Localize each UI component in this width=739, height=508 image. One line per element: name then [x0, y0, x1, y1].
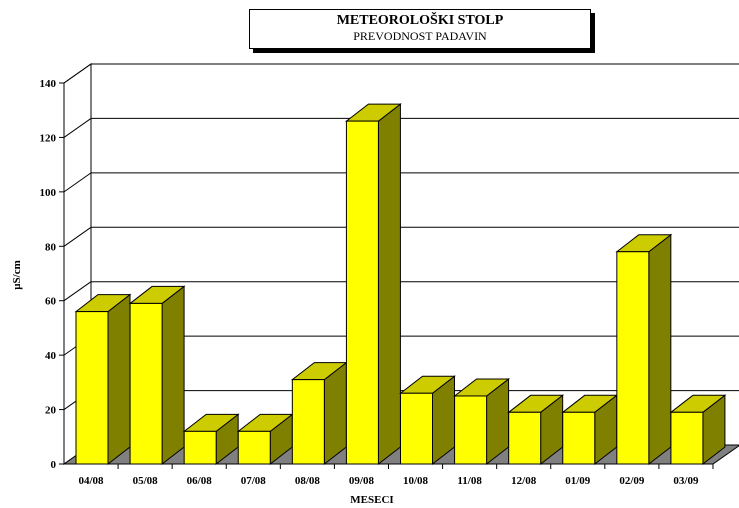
bar: [561, 394, 619, 466]
y-tick-label: 100: [40, 187, 57, 199]
gridline: [63, 281, 92, 302]
bar: [290, 361, 348, 466]
y-tick-label: 40: [45, 350, 57, 362]
y-tick-label: 60: [45, 296, 57, 308]
y-tick-label: 140: [40, 78, 57, 90]
x-tick-label: 04/08: [79, 475, 105, 487]
y-axis-title: µS/cm: [11, 260, 23, 290]
bar-front: [562, 411, 596, 465]
bar-front: [129, 302, 163, 465]
y-axis-ticks: 0 20 40 60 80 100 120 140: [40, 78, 65, 471]
x-tick-label: 12/08: [511, 475, 537, 487]
y-tick-label: 120: [40, 132, 57, 144]
bar-front: [454, 395, 488, 465]
x-tick-label: 07/08: [241, 475, 267, 487]
bars: [74, 103, 727, 466]
gridline: [63, 172, 92, 193]
bar-front: [345, 120, 379, 465]
x-axis-ticks: 04/08 05/08 06/08 07/08 08/08 09/08 10/08 11/08…: [64, 463, 714, 487]
bar-side: [161, 285, 185, 466]
bar: [182, 413, 240, 466]
bar-side: [323, 361, 347, 466]
x-tick-label: 02/09: [619, 475, 645, 487]
bar: [128, 285, 186, 466]
x-tick-label: 09/08: [349, 475, 375, 487]
bar-front: [75, 311, 109, 465]
bar-front: [508, 411, 542, 465]
chart-title: METEOROLOŠKI STOLP: [336, 13, 504, 28]
bar-side: [377, 103, 401, 466]
x-tick-label: 01/09: [565, 475, 591, 487]
bar: [74, 293, 132, 466]
gridline: [63, 226, 92, 247]
y-tick-label: 20: [45, 405, 57, 417]
x-tick-label: 03/09: [673, 475, 699, 487]
x-tick-label: 10/08: [403, 475, 429, 487]
gridline: [63, 63, 92, 84]
bar: [344, 103, 402, 466]
bar-front: [237, 430, 271, 465]
x-tick-label: 05/08: [133, 475, 159, 487]
bar: [399, 375, 456, 466]
chart-title-box: METEOROLOŠKI STOLP PREVODNOST PADAVIN: [249, 9, 591, 49]
bar: [669, 394, 727, 466]
bar-front: [616, 251, 650, 465]
y-tick-label: 0: [51, 459, 57, 471]
x-tick-label: 06/08: [187, 475, 213, 487]
chart-subtitle: PREVODNOST PADAVIN: [353, 29, 487, 43]
bar: [507, 394, 565, 466]
bar-side: [107, 293, 131, 466]
bar-side: [648, 233, 672, 466]
y-tick-label: 80: [45, 241, 57, 253]
bar: [615, 233, 673, 466]
bar: [236, 413, 294, 466]
bar-front: [183, 430, 217, 465]
bar-front: [400, 392, 433, 465]
bar: [453, 377, 511, 466]
gridline: [63, 118, 92, 138]
bar-front: [291, 379, 325, 465]
x-axis-title: MESECI: [350, 494, 393, 506]
x-tick-label: 08/08: [295, 475, 321, 487]
x-tick-label: 11/08: [457, 475, 482, 487]
bar-front: [670, 411, 704, 465]
